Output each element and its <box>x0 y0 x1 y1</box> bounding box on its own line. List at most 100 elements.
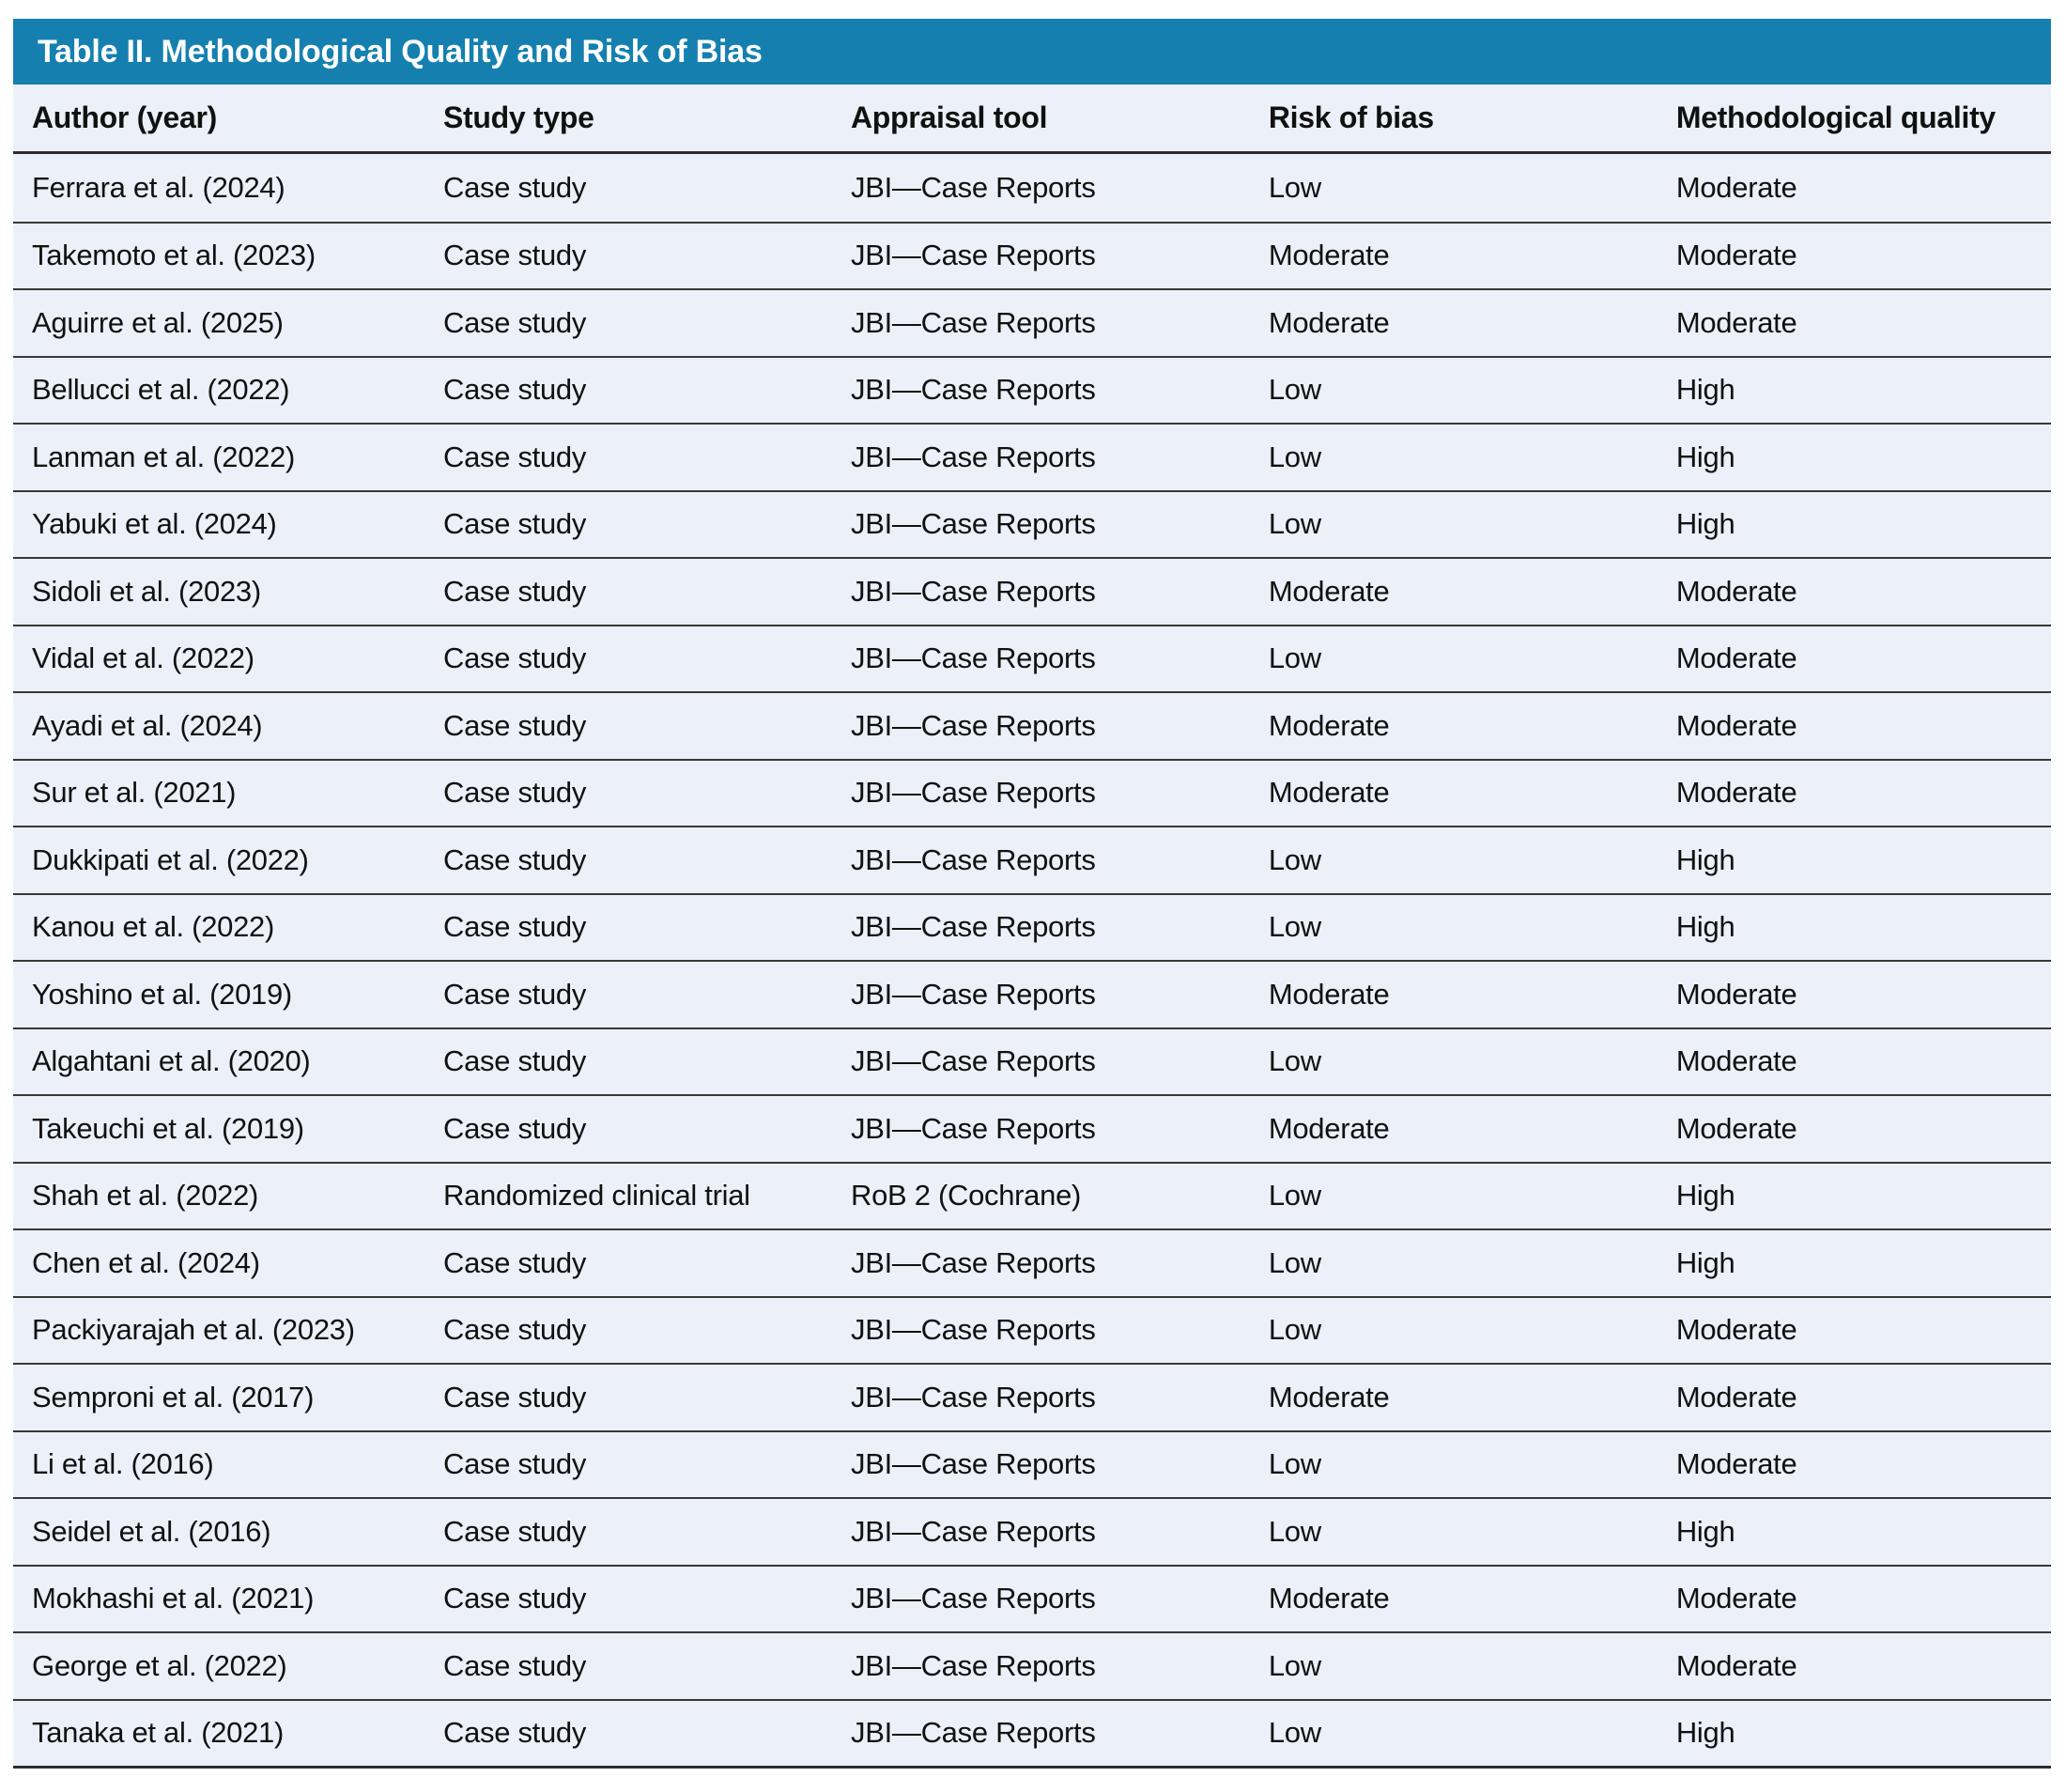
table-cell-author: Takeuchi et al. (2019) <box>32 1111 304 1145</box>
table-cell-study_type: Case study <box>443 574 587 608</box>
table-cell-risk_of_bias: Low <box>1268 170 1321 204</box>
table-cell-risk_of_bias: Moderate <box>1268 305 1390 339</box>
table-cell-methodological_quality: High <box>1675 1245 1735 1279</box>
table-row: Takemoto et al. (2023) Case study JBI—Case… <box>13 221 2051 288</box>
column-header-study_type: Study type <box>443 100 594 134</box>
column-header-risk_of_bias: Risk of bias <box>1268 100 1434 134</box>
table-cell-methodological_quality: High <box>1675 373 1735 407</box>
table-cell-risk_of_bias: Low <box>1268 1648 1321 1682</box>
table-cell-methodological_quality: Moderate <box>1675 977 1797 1011</box>
table-cell-risk_of_bias: Low <box>1268 1514 1321 1548</box>
table-cell-study_type: Case study <box>443 507 587 541</box>
table-cell-methodological_quality: Moderate <box>1675 1044 1797 1078</box>
table-cell-study_type: Case study <box>443 708 587 742</box>
table-row: Shah et al. (2022) Randomized clinical tr… <box>13 1161 2051 1228</box>
table-row: Kanou et al. (2022) Case study JBI—Case Re… <box>13 892 2051 960</box>
table-cell-study_type: Case study <box>443 1044 587 1078</box>
table-cell-author: Sur et al. (2021) <box>32 776 237 810</box>
table-cell-author: George et al. (2022) <box>32 1648 287 1682</box>
table-cell-appraisal_tool: JBI—Case Reports <box>851 910 1096 944</box>
table-cell-author: Lanman et al. (2022) <box>32 440 296 473</box>
table-cell-risk_of_bias: Low <box>1268 1313 1321 1347</box>
table-cell-risk_of_bias: Moderate <box>1268 1380 1390 1414</box>
table-cell-appraisal_tool: JBI—Case Reports <box>851 1111 1096 1145</box>
table-cell-author: Aguirre et al. (2025) <box>32 305 284 339</box>
table-cell-author: Ayadi et al. (2024) <box>32 708 263 742</box>
table-cell-appraisal_tool: JBI—Case Reports <box>851 1245 1096 1279</box>
column-header-author: Author (year) <box>32 100 218 134</box>
table-row: Sur et al. (2021) Case study JBI—Case Repo… <box>13 758 2051 826</box>
table-cell-appraisal_tool: JBI—Case Reports <box>851 977 1096 1011</box>
table-cell-author: Seidel et al. (2016) <box>32 1514 271 1548</box>
table-row: George et al. (2022) Case study JBI—Case R… <box>13 1631 2051 1699</box>
table-cell-author: Packiyarajah et al. (2023) <box>32 1313 355 1347</box>
table-cell-risk_of_bias: Low <box>1268 507 1321 541</box>
table-cell-methodological_quality: Moderate <box>1675 1111 1797 1145</box>
table-cell-appraisal_tool: JBI—Case Reports <box>851 708 1096 742</box>
table-cell-methodological_quality: Moderate <box>1675 1447 1797 1481</box>
table-cell-risk_of_bias: Moderate <box>1268 776 1390 810</box>
table-cell-methodological_quality: High <box>1675 1716 1735 1750</box>
table-cell-appraisal_tool: JBI—Case Reports <box>851 1447 1096 1481</box>
table-cell-methodological_quality: Moderate <box>1675 305 1797 339</box>
table-cell-risk_of_bias: Moderate <box>1268 574 1390 608</box>
table-cell-study_type: Case study <box>443 910 587 944</box>
table-cell-study_type: Case study <box>443 373 587 407</box>
table-cell-methodological_quality: High <box>1675 910 1735 944</box>
table-row: Lanman et al. (2022) Case study JBI—Case R… <box>13 423 2051 490</box>
table-cell-methodological_quality: Moderate <box>1675 239 1797 272</box>
table-cell-author: Shah et al. (2022) <box>32 1179 259 1213</box>
table-cell-appraisal_tool: RoB 2 (Cochrane) <box>851 1179 1082 1213</box>
table-cell-appraisal_tool: JBI—Case Reports <box>851 1716 1096 1750</box>
table-cell-author: Mokhashi et al. (2021) <box>32 1582 315 1615</box>
table-cell-study_type: Case study <box>443 440 587 473</box>
table-cell-risk_of_bias: Low <box>1268 1716 1321 1750</box>
table-cell-author: Takemoto et al. (2023) <box>32 239 316 272</box>
table-cell-appraisal_tool: JBI—Case Reports <box>851 776 1096 810</box>
table-cell-methodological_quality: Moderate <box>1675 1648 1797 1682</box>
table-cell-appraisal_tool: JBI—Case Reports <box>851 842 1096 876</box>
table-row: Seidel et al. (2016) Case study JBI—Case R… <box>13 1497 2051 1565</box>
table-cell-methodological_quality: Moderate <box>1675 641 1797 675</box>
table-cell-author: Ferrara et al. (2024) <box>32 170 285 204</box>
table-row: Chen et al. (2024) Case study JBI—Case Rep… <box>13 1228 2051 1296</box>
table-cell-study_type: Case study <box>443 977 587 1011</box>
table-cell-appraisal_tool: JBI—Case Reports <box>851 641 1096 675</box>
table-cell-appraisal_tool: JBI—Case Reports <box>851 1514 1096 1548</box>
table-body: Ferrara et al. (2024) Case study JBI—Case … <box>13 154 2051 1769</box>
table-cell-appraisal_tool: JBI—Case Reports <box>851 1380 1096 1414</box>
table-cell-risk_of_bias: Low <box>1268 641 1321 675</box>
table-cell-author: Dukkipati et al. (2022) <box>32 842 309 876</box>
table-cell-methodological_quality: Moderate <box>1675 1313 1797 1347</box>
table-cell-author: Sidoli et al. (2023) <box>32 574 261 608</box>
table-cell-author: Vidal et al. (2022) <box>32 641 254 675</box>
table-cell-methodological_quality: Moderate <box>1675 1582 1797 1615</box>
table-row: Mokhashi et al. (2021) Case study JBI—Case… <box>13 1564 2051 1631</box>
table-title: Table II. Methodological Quality and Ris… <box>38 33 763 70</box>
table-cell-study_type: Case study <box>443 239 587 272</box>
table-cell-methodological_quality: Moderate <box>1675 776 1797 810</box>
table-row: Yoshino et al. (2019) Case study JBI—Case … <box>13 960 2051 1027</box>
table-cell-appraisal_tool: JBI—Case Reports <box>851 170 1096 204</box>
table-row: Ayadi et al. (2024) Case study JBI—Case Re… <box>13 691 2051 759</box>
table-row: Algahtani et al. (2020) Case study JBI—Cas… <box>13 1027 2051 1094</box>
table-cell-risk_of_bias: Low <box>1268 1447 1321 1481</box>
table-cell-appraisal_tool: JBI—Case Reports <box>851 1313 1096 1347</box>
table-cell-risk_of_bias: Low <box>1268 1179 1321 1213</box>
table-cell-methodological_quality: High <box>1675 842 1735 876</box>
table-cell-risk_of_bias: Moderate <box>1268 1582 1390 1615</box>
table-cell-appraisal_tool: JBI—Case Reports <box>851 574 1096 608</box>
table-cell-methodological_quality: High <box>1675 1179 1735 1213</box>
table-row: Bellucci et al. (2022) Case study JBI—Case… <box>13 355 2051 423</box>
table-cell-risk_of_bias: Moderate <box>1268 977 1390 1011</box>
table-cell-author: Algahtani et al. (2020) <box>32 1044 311 1078</box>
table-cell-appraisal_tool: JBI—Case Reports <box>851 239 1096 272</box>
table-cell-study_type: Case study <box>443 170 587 204</box>
table-cell-author: Tanaka et al. (2021) <box>32 1716 285 1750</box>
table-cell-study_type: Case study <box>443 1582 587 1615</box>
table-cell-methodological_quality: Moderate <box>1675 708 1797 742</box>
table-cell-methodological_quality: High <box>1675 440 1735 473</box>
table-cell-risk_of_bias: Low <box>1268 1245 1321 1279</box>
table-row: Semproni et al. (2017) Case study JBI—Case… <box>13 1363 2051 1430</box>
